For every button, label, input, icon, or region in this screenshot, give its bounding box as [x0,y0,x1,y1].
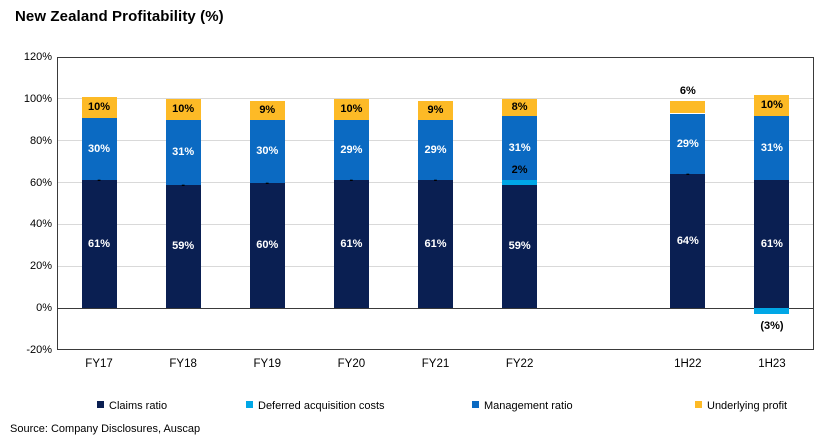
legend-item: Underlying profit [695,400,787,414]
chart-title: New Zealand Profitability (%) [15,8,224,25]
bar-segment [165,98,201,120]
y-axis-tick-label: 60% [29,176,52,189]
bar-segment [502,180,538,185]
y-axis-tick-label: 80% [29,134,52,147]
bar-label: 6% [679,84,696,97]
gridline [57,98,814,100]
bar-label: 61% [424,238,447,251]
bar-label: 59% [172,240,195,253]
bar-label: 31% [760,142,783,155]
bar-label: - [685,168,690,181]
legend-item: Deferred acquisition costs [246,400,385,414]
x-axis-category-label: FY19 [253,358,282,370]
bar-label: 10% [760,99,783,112]
bar-label: 10% [340,103,363,116]
bar-segment [249,100,285,120]
bar-segment [249,182,285,309]
bar-label: 29% [676,137,699,150]
bar-segment [165,119,201,185]
y-axis-tick-label: 40% [29,218,52,231]
bar-label: 31% [508,142,531,155]
bar-segment [754,180,790,309]
y-axis-tick-label: 120% [23,51,52,63]
plot-area: 61% - 30% 10% 59% - 31% 10% 60% - 30% 9% 61% - 29% 10% 6… [57,57,814,350]
bar-segment [418,100,453,120]
y-axis-tick-label: 0% [36,302,52,315]
bar-label: 61% [88,238,111,251]
bar-label: 10% [172,103,195,116]
bar-segment [333,180,369,309]
bar-segment [249,119,285,183]
legend-item: Claims ratio [97,400,167,414]
bar-label: - [265,176,270,189]
bar-label: 2% [511,164,528,177]
bar-label: 59% [508,240,531,253]
bar-segment [670,174,706,309]
bar-label: (3%) [760,320,784,333]
source-note: Source: Company Disclosures, Auscap [10,423,201,435]
legend-item: Management ratio [472,400,573,414]
bar-segment [418,119,453,181]
bar-segment [670,100,706,114]
bar-segment [165,184,201,309]
x-axis-category-label: 1H22 [674,358,702,370]
bar-segment [81,180,117,309]
legend-label: Claims ratio [109,400,168,412]
legend-label: Underlying profit [707,400,788,412]
bar-label: 30% [88,143,111,156]
bar-label: 61% [760,238,783,251]
x-axis-category-label: FY22 [505,358,534,370]
bar-label: - [349,174,354,187]
zero-axis-line [57,307,814,309]
bar-label: 60% [256,239,279,252]
legend-color-swatch [472,401,479,408]
bar-label: 64% [676,235,699,248]
y-axis-tick-label: 20% [29,260,52,273]
legend-label: Deferred acquisition costs [258,400,385,412]
bar-label: 10% [88,101,111,114]
bar-segment [333,119,369,181]
bar-label: 30% [256,145,279,158]
bar-segment [81,117,117,181]
bar-label: 29% [424,144,447,157]
bar-segment [418,180,453,309]
x-axis-category-label: 1H23 [758,358,786,370]
x-axis-category-label: FY18 [169,358,197,370]
bar-segment [754,115,790,181]
y-axis-tick-label: 100% [23,92,52,105]
y-axis-tick-label: -20% [26,344,52,356]
legend-color-swatch [246,401,253,408]
bar-segment [502,98,538,116]
bar-label: - [181,178,185,191]
bar-label: 61% [340,238,363,251]
bar-label: 29% [340,144,363,157]
bar-segment [754,308,790,315]
bar-label: 8% [511,101,528,114]
legend-label: Management ratio [484,400,573,412]
bar-segment [502,184,538,309]
bar-label: - [433,174,438,187]
legend-color-swatch [695,401,702,408]
bar-label: - [97,174,101,187]
bar-label: 31% [172,146,195,159]
bar-label: 9% [427,104,444,117]
bar-segment [670,113,706,175]
legend-color-swatch [97,401,104,408]
bar-segment [502,115,538,181]
x-axis-category-label: FY20 [337,358,366,370]
bar-segment [81,96,117,118]
bar-segment [333,98,369,120]
x-axis-category-label: FY21 [421,358,450,370]
bar-segment [754,94,790,116]
x-axis-category-label: FY17 [85,358,113,370]
bar-label: 9% [259,104,276,117]
